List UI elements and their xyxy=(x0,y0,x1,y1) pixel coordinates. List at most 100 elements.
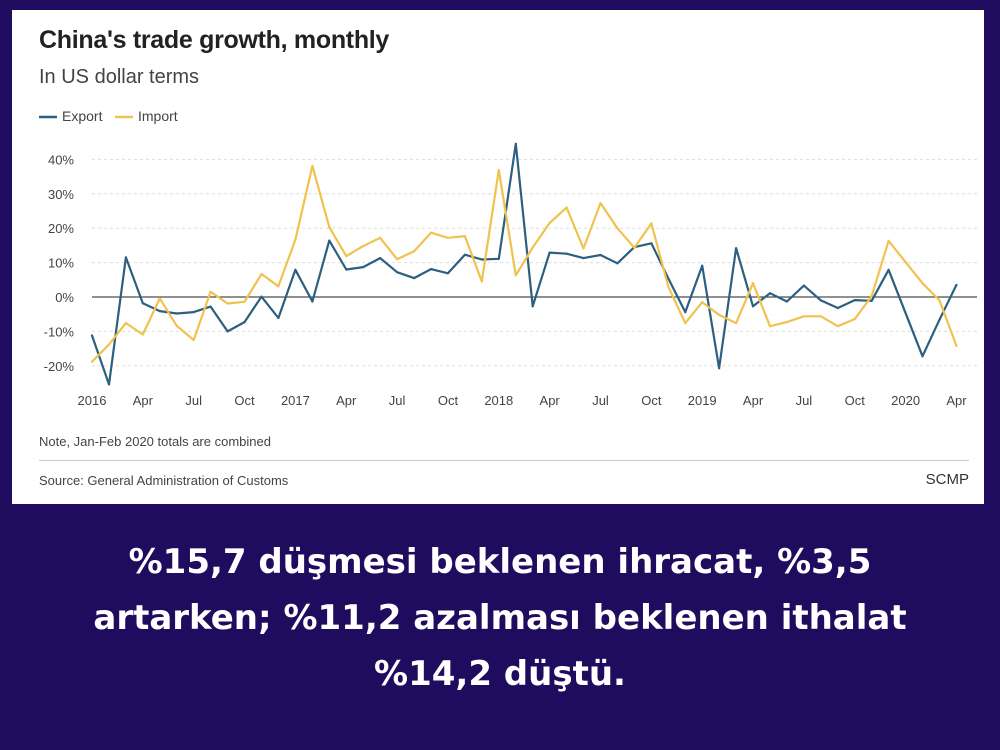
data-point-export xyxy=(497,257,500,260)
data-point-export xyxy=(701,264,704,267)
data-point-import xyxy=(379,236,382,239)
data-point-export xyxy=(175,312,178,315)
y-axis-ticks: 40% 30% 20% 10% 0% -10% -20% xyxy=(44,152,75,373)
chart-note: Note, Jan-Feb 2020 totals are combined xyxy=(39,434,271,449)
data-point-export xyxy=(565,252,568,255)
data-point-export xyxy=(294,268,297,271)
data-point-import xyxy=(701,301,704,304)
data-point-export xyxy=(345,268,348,271)
data-point-export xyxy=(311,300,314,303)
line-chart: Export Import 40% 30% 20% 10% 0% -10% -20% 201… xyxy=(39,108,977,408)
data-point-import xyxy=(650,222,653,225)
data-point-export xyxy=(684,311,687,314)
data-point-export xyxy=(124,256,127,259)
chart-subtitle: In US dollar terms xyxy=(39,66,200,88)
data-point-import xyxy=(396,258,399,261)
y-tick-label: 20% xyxy=(48,221,74,236)
data-point-import xyxy=(921,282,924,285)
data-point-export xyxy=(531,305,534,308)
data-point-import xyxy=(90,360,94,363)
x-tick-label: Oct xyxy=(845,393,866,408)
data-point-import xyxy=(463,235,466,238)
data-point-import xyxy=(192,338,195,342)
data-point-import xyxy=(328,226,331,229)
legend-label-import: Import xyxy=(138,108,178,124)
data-point-export xyxy=(463,253,466,256)
series-line-export xyxy=(90,142,958,386)
data-point-export xyxy=(379,257,382,260)
x-tick-label: 2016 xyxy=(78,393,107,408)
data-point-export xyxy=(751,305,755,308)
data-point-export xyxy=(735,247,738,250)
data-point-import xyxy=(819,315,823,318)
data-point-import xyxy=(294,238,297,241)
data-point-import xyxy=(311,164,314,167)
x-tick-label: 2017 xyxy=(281,393,310,408)
data-point-export xyxy=(616,262,619,265)
x-tick-label: Jul xyxy=(592,393,609,408)
x-tick-label: Apr xyxy=(946,393,967,408)
data-point-import xyxy=(870,294,873,298)
data-point-export xyxy=(667,277,670,280)
chart-title: China's trade growth, monthly xyxy=(39,26,390,54)
y-tick-label: 30% xyxy=(48,187,74,202)
legend-label-export: Export xyxy=(62,108,103,124)
caption-line: artarken; %11,2 azalması beklenen ithala… xyxy=(93,598,907,638)
x-tick-label: Apr xyxy=(540,393,561,408)
gridlines xyxy=(92,158,977,367)
chart-card: China's trade growth, monthly In US doll… xyxy=(12,10,984,504)
x-tick-label: 2020 xyxy=(891,393,920,408)
x-tick-label: Apr xyxy=(336,393,357,408)
data-point-import xyxy=(616,227,619,230)
data-point-import xyxy=(226,302,229,305)
x-tick-label: Jul xyxy=(185,393,202,408)
data-point-import xyxy=(260,272,263,276)
data-point-export xyxy=(582,257,585,260)
data-point-import xyxy=(480,280,483,283)
data-point-import xyxy=(785,321,789,324)
data-point-export xyxy=(446,272,449,275)
y-tick-label: -10% xyxy=(44,324,75,339)
data-point-import xyxy=(853,317,856,321)
data-point-export xyxy=(141,302,144,305)
data-point-import xyxy=(938,299,941,302)
y-tick-label: 10% xyxy=(48,256,74,271)
legend: Export Import xyxy=(39,108,178,124)
x-axis-ticks: 2016 Apr Jul Oct 2017 Apr Jul Oct 2018 Apr Jul Oct 2… xyxy=(78,393,968,408)
data-point-import xyxy=(565,206,568,209)
data-point-export xyxy=(107,383,111,386)
data-point-export xyxy=(548,251,551,254)
data-point-import xyxy=(836,325,839,328)
x-tick-label: Oct xyxy=(641,393,662,408)
series-line-import xyxy=(90,164,958,363)
data-point-import xyxy=(718,313,721,316)
data-point-export xyxy=(396,271,399,274)
y-tick-label: 0% xyxy=(55,290,74,305)
data-point-export xyxy=(226,330,229,333)
data-point-export xyxy=(362,266,365,269)
data-point-import xyxy=(599,202,602,205)
data-point-import xyxy=(497,169,500,172)
data-point-import xyxy=(887,239,890,242)
caption: %15,7 düşmesi beklenen ihracat, %3,5 art… xyxy=(40,534,960,702)
data-point-export xyxy=(328,239,331,242)
data-point-export xyxy=(90,334,94,337)
data-point-export xyxy=(802,284,806,287)
data-point-export xyxy=(429,268,433,271)
x-tick-label: 2019 xyxy=(688,393,717,408)
data-point-export xyxy=(480,258,483,261)
data-point-import xyxy=(667,285,670,288)
data-point-import xyxy=(277,285,280,288)
data-point-import xyxy=(158,297,161,300)
data-point-import xyxy=(107,343,111,346)
data-point-import xyxy=(175,324,178,327)
data-point-import xyxy=(751,282,755,285)
source-text: Source: General Administration of Custom… xyxy=(39,473,289,488)
data-point-import xyxy=(141,333,144,336)
data-point-import xyxy=(768,325,772,328)
data-point-export xyxy=(785,300,789,303)
data-point-export xyxy=(514,142,517,145)
data-point-import xyxy=(362,245,365,248)
data-point-export xyxy=(413,277,416,280)
caption-line: %15,7 düşmesi beklenen ihracat, %3,5 xyxy=(128,542,872,582)
